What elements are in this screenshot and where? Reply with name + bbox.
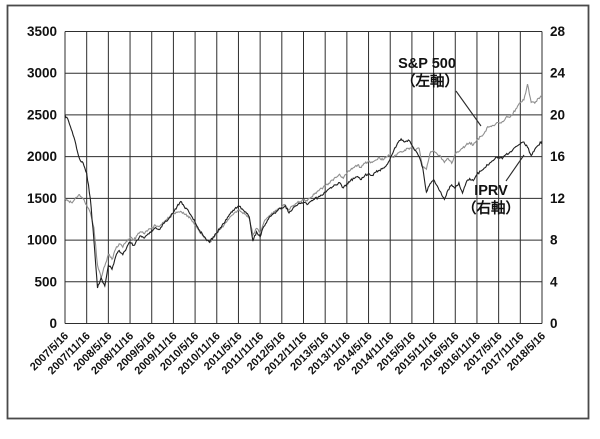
left-axis-tick-label: 3500 — [27, 24, 57, 39]
sp500-annotation-axis-note: （左軸） — [401, 72, 459, 90]
right-axis-tick-label: 24 — [550, 66, 566, 81]
iprv-annotation-axis-note: （右軸） — [462, 199, 520, 217]
left-axis-tick-label: 2000 — [27, 149, 57, 164]
axis-label-layer: 3500 28 3000 24 2500 20 2000 16 1500 12 1000 8 500 4 0… — [27, 24, 566, 377]
right-axis-tick-label: 20 — [550, 107, 565, 122]
left-axis-tick-label: 2500 — [27, 107, 57, 122]
series-layer — [64, 83, 543, 289]
left-axis-tick-label: 500 — [34, 274, 57, 289]
right-axis-tick-label: 8 — [550, 233, 558, 248]
iprv-annotation-label: IPRV — [474, 183, 508, 199]
left-axis-tick-label: 0 — [49, 316, 57, 331]
left-axis-tick-label: 1000 — [27, 233, 57, 248]
figure-border — [6, 4, 590, 420]
iprv-line — [64, 114, 543, 289]
right-axis-tick-label: 28 — [550, 24, 566, 39]
iprv-annotation-leader-line — [505, 154, 525, 182]
right-axis-tick-label: 0 — [550, 316, 558, 331]
sp500-line — [64, 83, 543, 279]
left-axis-tick-label: 3000 — [27, 66, 57, 81]
right-axis-tick-label: 12 — [550, 191, 565, 206]
sp500-annotation-label: S&P 500 — [398, 56, 456, 72]
right-axis-tick-label: 16 — [550, 149, 566, 164]
right-axis-tick-label: 4 — [550, 274, 558, 289]
sp500-annotation-leader-line — [455, 90, 482, 127]
left-axis-tick-label: 1500 — [27, 191, 57, 206]
